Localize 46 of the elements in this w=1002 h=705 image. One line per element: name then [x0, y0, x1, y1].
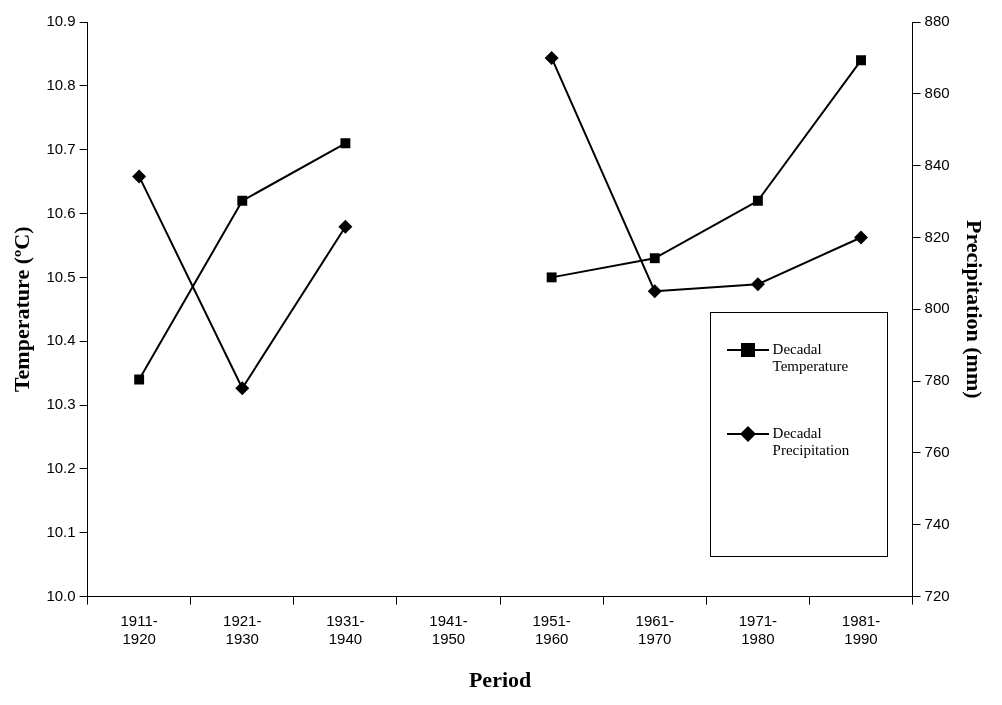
- y-tick-label: 10.7: [46, 139, 76, 157]
- y-tick-label: 10.3: [46, 395, 76, 413]
- point: [338, 219, 353, 234]
- y-tick-label: 10.9: [46, 12, 76, 30]
- x-tick-label: 1931- 1940: [326, 611, 365, 647]
- x-tick-label: 1941- 1950: [429, 611, 468, 647]
- x-axis-title: Period: [468, 667, 532, 693]
- point: [132, 169, 147, 184]
- y-tick-label: 10.4: [46, 331, 76, 349]
- y2-tick-label: 840: [924, 155, 950, 173]
- x-tick-label: 1951- 1960: [532, 611, 571, 647]
- point: [340, 138, 351, 149]
- x-tick-label: 1981- 1990: [841, 611, 881, 647]
- point: [647, 284, 662, 299]
- point: [134, 374, 145, 385]
- y2-tick-label: 720: [924, 586, 950, 604]
- x-tick-label: 1961- 1970: [635, 611, 674, 647]
- y-tick-label: 10.2: [46, 459, 76, 477]
- y2-tick-label: 780: [924, 371, 950, 389]
- point: [235, 381, 250, 396]
- y-tick-label: 10.8: [46, 75, 76, 93]
- x-tick-label: 1921- 1930: [223, 611, 262, 647]
- y-tick-label: 10.5: [46, 267, 76, 285]
- y-tick-label: 10.0: [46, 586, 76, 604]
- point: [546, 272, 557, 283]
- y2-tick-label: 880: [924, 12, 950, 30]
- point: [544, 50, 559, 65]
- legend-label: Decadal Temperature: [772, 340, 850, 375]
- x-tick-label: 1971- 1980: [738, 611, 778, 647]
- y2-tick-label: 800: [924, 299, 950, 317]
- y2-tick-label: 740: [924, 514, 950, 532]
- y-axis-title: Temperature (ºC): [8, 226, 34, 393]
- y2-axis-title: Precipitation (mm): [962, 220, 988, 399]
- legend-label: Decadal Precipitation: [772, 424, 851, 459]
- y2-tick-label: 760: [924, 443, 950, 461]
- x-tick-label: 1911- 1920: [120, 611, 158, 647]
- y-tick-label: 10.6: [46, 203, 76, 221]
- y2-tick-label: 860: [924, 83, 950, 101]
- point: [752, 195, 763, 206]
- y-tick-label: 10.1: [46, 522, 76, 540]
- point: [856, 55, 866, 66]
- point: [649, 253, 660, 264]
- point: [237, 195, 248, 206]
- y2-tick-label: 820: [924, 227, 950, 245]
- point: [854, 230, 869, 245]
- point: [750, 277, 765, 292]
